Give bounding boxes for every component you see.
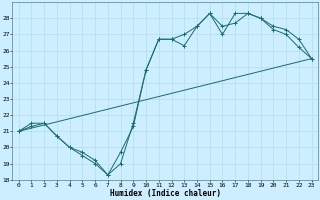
X-axis label: Humidex (Indice chaleur): Humidex (Indice chaleur) [110,189,220,198]
